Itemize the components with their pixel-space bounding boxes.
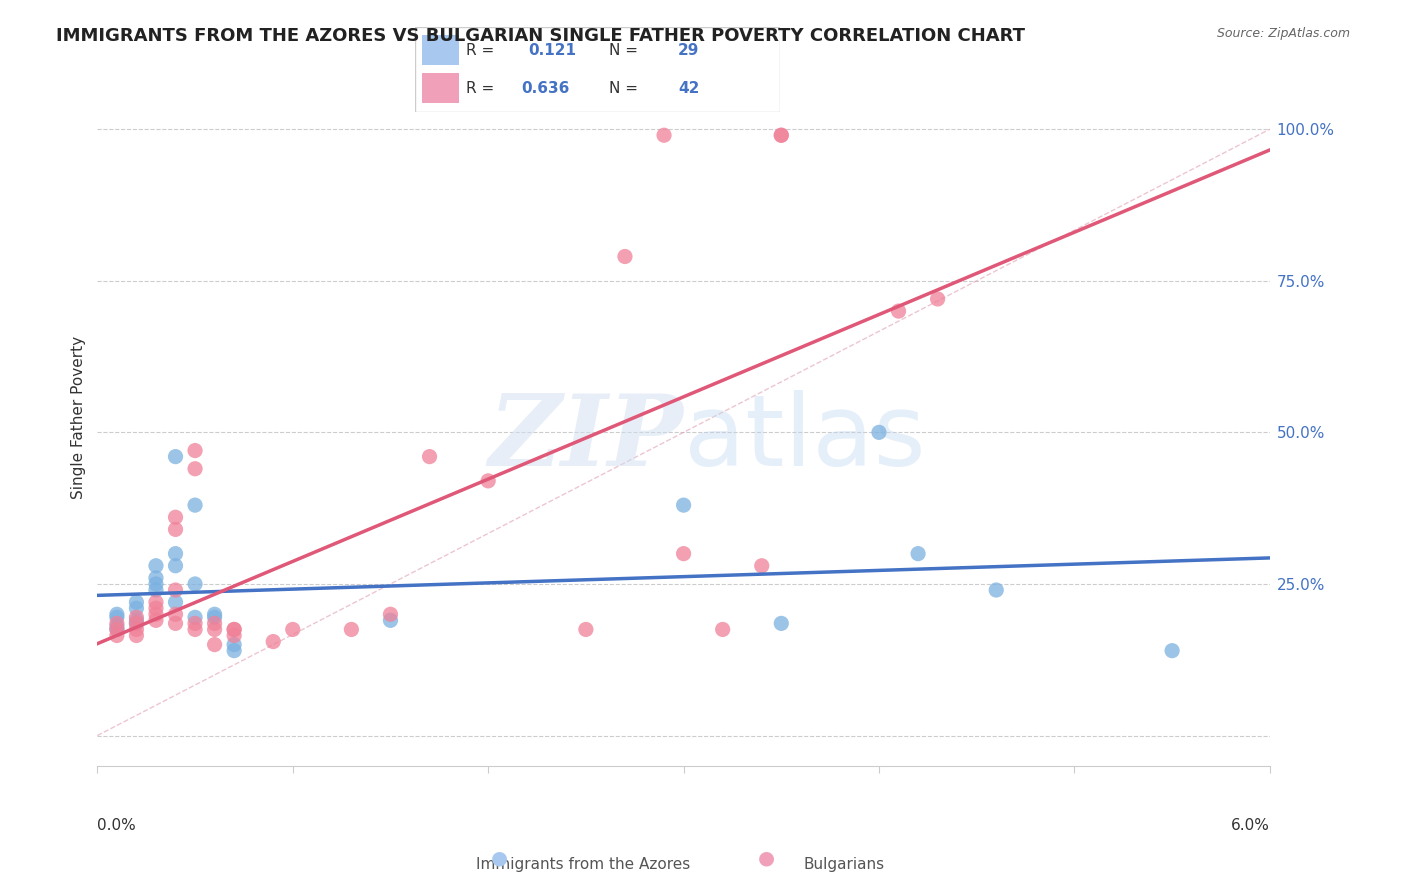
Text: ●: ● xyxy=(491,849,508,868)
Point xyxy=(145,595,167,609)
Bar xyxy=(422,36,458,65)
Point xyxy=(165,510,187,524)
Y-axis label: Single Father Poverty: Single Father Poverty xyxy=(72,335,86,499)
Text: 0.0%: 0.0% xyxy=(97,818,136,833)
Point xyxy=(105,623,128,637)
Point xyxy=(105,628,128,642)
Point xyxy=(125,601,148,615)
FancyBboxPatch shape xyxy=(415,27,780,112)
Point xyxy=(204,607,226,622)
Point xyxy=(184,443,207,458)
Point xyxy=(125,610,148,624)
Point xyxy=(224,623,246,637)
Point xyxy=(105,610,128,624)
Point xyxy=(419,450,441,464)
Point xyxy=(262,634,284,648)
Text: 42: 42 xyxy=(678,80,699,95)
Text: N =: N = xyxy=(609,80,643,95)
Point xyxy=(165,595,187,609)
Point xyxy=(125,595,148,609)
Point xyxy=(575,623,598,637)
Point xyxy=(770,128,793,143)
Point xyxy=(224,628,246,642)
Text: Source: ZipAtlas.com: Source: ZipAtlas.com xyxy=(1216,27,1350,40)
Point xyxy=(165,522,187,536)
Point xyxy=(868,425,890,440)
Point xyxy=(204,638,226,652)
Point xyxy=(145,582,167,597)
Point xyxy=(204,610,226,624)
Point xyxy=(477,474,499,488)
Point xyxy=(105,623,128,637)
Point xyxy=(380,613,402,627)
Point xyxy=(770,616,793,631)
Point xyxy=(145,577,167,591)
Point xyxy=(204,623,226,637)
Point xyxy=(165,582,187,597)
Point xyxy=(105,616,128,631)
Point xyxy=(224,643,246,657)
Point xyxy=(204,616,226,631)
Point xyxy=(125,616,148,631)
Point xyxy=(145,558,167,573)
Text: ZIP: ZIP xyxy=(488,390,683,486)
Point xyxy=(751,558,773,573)
Point xyxy=(184,616,207,631)
Point xyxy=(711,623,734,637)
Text: IMMIGRANTS FROM THE AZORES VS BULGARIAN SINGLE FATHER POVERTY CORRELATION CHART: IMMIGRANTS FROM THE AZORES VS BULGARIAN … xyxy=(56,27,1025,45)
Point xyxy=(184,498,207,512)
Point xyxy=(613,250,636,264)
Point xyxy=(380,607,402,622)
Point xyxy=(986,582,1008,597)
Point xyxy=(652,128,675,143)
Point xyxy=(125,616,148,631)
Point xyxy=(224,623,246,637)
Point xyxy=(887,304,910,318)
Point xyxy=(224,638,246,652)
Point xyxy=(165,616,187,631)
Text: R =: R = xyxy=(465,80,499,95)
Text: R =: R = xyxy=(465,43,503,58)
Text: 0.121: 0.121 xyxy=(529,43,576,58)
Point xyxy=(927,292,949,306)
Point xyxy=(145,607,167,622)
Point xyxy=(184,623,207,637)
Point xyxy=(165,607,187,622)
Point xyxy=(145,613,167,627)
Text: atlas: atlas xyxy=(683,390,925,487)
Text: 6.0%: 6.0% xyxy=(1230,818,1270,833)
Point xyxy=(165,450,187,464)
Point xyxy=(125,628,148,642)
Point xyxy=(340,623,363,637)
Point xyxy=(1161,643,1184,657)
Point xyxy=(105,607,128,622)
Point xyxy=(125,623,148,637)
Point xyxy=(145,601,167,615)
Point xyxy=(672,498,695,512)
Bar xyxy=(422,73,458,103)
Point xyxy=(105,619,128,633)
Text: N =: N = xyxy=(609,43,643,58)
Point xyxy=(907,547,929,561)
Text: Bulgarians: Bulgarians xyxy=(803,857,884,872)
Point xyxy=(770,128,793,143)
Point xyxy=(281,623,304,637)
Point xyxy=(672,547,695,561)
Text: ●: ● xyxy=(758,849,775,868)
Point xyxy=(184,462,207,476)
Text: 29: 29 xyxy=(678,43,699,58)
Point xyxy=(125,613,148,627)
Point xyxy=(165,547,187,561)
Point xyxy=(145,571,167,585)
Point xyxy=(165,558,187,573)
Point xyxy=(184,577,207,591)
Text: 0.636: 0.636 xyxy=(520,80,569,95)
Text: Immigrants from the Azores: Immigrants from the Azores xyxy=(477,857,690,872)
Point xyxy=(184,610,207,624)
